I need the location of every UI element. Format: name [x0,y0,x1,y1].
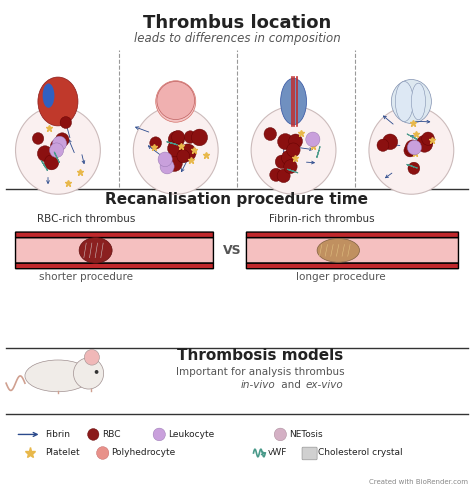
Circle shape [407,140,421,155]
Text: Platelet: Platelet [45,448,79,458]
Circle shape [264,128,276,140]
Circle shape [184,131,196,143]
Text: NETosis: NETosis [289,430,322,439]
Circle shape [168,140,184,157]
Text: Important for analysis thrombus: Important for analysis thrombus [176,367,345,378]
Text: Recanalisation procedure time: Recanalisation procedure time [106,191,368,207]
Circle shape [177,150,190,163]
Circle shape [161,160,173,172]
Text: Thrombosis models: Thrombosis models [177,348,344,363]
Circle shape [32,133,44,144]
Ellipse shape [157,82,195,119]
Circle shape [278,134,293,150]
Ellipse shape [392,80,431,123]
Ellipse shape [38,77,78,126]
Circle shape [180,144,196,161]
Circle shape [172,131,184,144]
Text: Fibrin: Fibrin [45,430,70,439]
Circle shape [383,134,398,150]
Circle shape [191,129,208,146]
Circle shape [51,139,63,152]
FancyBboxPatch shape [246,263,458,269]
Text: RBC-rich thrombus: RBC-rich thrombus [37,214,136,223]
Text: Thrombus location: Thrombus location [143,14,331,32]
Ellipse shape [395,82,413,121]
Circle shape [275,155,288,168]
Circle shape [95,370,99,374]
Text: VS: VS [223,244,242,257]
Circle shape [277,169,290,183]
Circle shape [55,133,69,147]
Circle shape [166,155,182,171]
Circle shape [73,358,104,389]
Circle shape [37,146,53,162]
Ellipse shape [79,238,112,263]
Circle shape [306,132,320,147]
Circle shape [270,168,283,181]
Circle shape [158,152,172,166]
Text: Cholesterol crystal: Cholesterol crystal [318,448,403,458]
Circle shape [88,429,99,440]
Ellipse shape [156,81,196,122]
Text: ex-vivo: ex-vivo [305,380,343,390]
Polygon shape [40,85,64,110]
Circle shape [289,134,302,148]
Circle shape [404,144,416,157]
Circle shape [16,107,100,194]
Ellipse shape [43,83,55,108]
Circle shape [287,143,300,157]
Circle shape [282,150,296,165]
Circle shape [60,116,72,129]
Circle shape [45,155,59,170]
Circle shape [168,131,184,148]
Circle shape [251,107,336,194]
FancyBboxPatch shape [302,447,317,460]
Circle shape [133,107,218,194]
Circle shape [153,428,165,441]
Ellipse shape [317,239,359,262]
FancyBboxPatch shape [246,238,458,263]
FancyBboxPatch shape [16,263,213,269]
Text: vWF: vWF [268,448,287,458]
Text: shorter procedure: shorter procedure [39,272,133,282]
Polygon shape [40,98,76,114]
Ellipse shape [411,83,426,120]
Circle shape [369,107,454,194]
FancyBboxPatch shape [246,232,458,238]
Text: Polyhedrocyte: Polyhedrocyte [111,448,175,458]
Circle shape [84,350,100,365]
Circle shape [284,160,297,173]
Circle shape [405,140,420,156]
Circle shape [422,132,435,145]
Text: Created with BioRender.com: Created with BioRender.com [369,479,468,485]
Text: Leukocyte: Leukocyte [168,430,214,439]
Text: and: and [278,380,304,390]
Text: in-vivo: in-vivo [241,380,275,390]
Circle shape [53,136,67,151]
Circle shape [408,162,420,174]
Circle shape [97,447,109,460]
Circle shape [49,143,64,158]
FancyBboxPatch shape [16,238,213,263]
FancyBboxPatch shape [16,232,213,238]
Ellipse shape [25,360,91,392]
Circle shape [416,135,433,152]
Polygon shape [52,85,76,110]
Text: longer procedure: longer procedure [296,272,385,282]
Circle shape [150,137,162,149]
Circle shape [160,159,174,174]
Text: leads to differences in composition: leads to differences in composition [134,31,340,45]
Text: Fibrin-rich thrombus: Fibrin-rich thrombus [269,214,374,223]
Circle shape [377,139,389,151]
Circle shape [274,428,286,441]
Ellipse shape [281,78,307,125]
Text: RBC: RBC [102,430,120,439]
